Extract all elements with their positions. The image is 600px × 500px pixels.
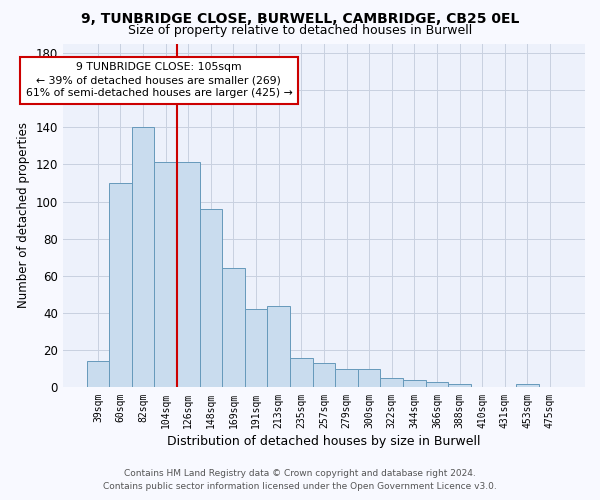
Bar — [154, 162, 177, 388]
Bar — [313, 364, 335, 388]
Bar — [358, 369, 380, 388]
Bar — [516, 384, 539, 388]
Text: Contains HM Land Registry data © Crown copyright and database right 2024.
Contai: Contains HM Land Registry data © Crown c… — [103, 470, 497, 491]
Text: 9 TUNBRIDGE CLOSE: 105sqm
← 39% of detached houses are smaller (269)
61% of semi: 9 TUNBRIDGE CLOSE: 105sqm ← 39% of detac… — [26, 62, 292, 98]
Bar — [448, 384, 471, 388]
Bar — [425, 382, 448, 388]
Bar — [245, 310, 268, 388]
Bar — [109, 183, 132, 388]
Bar — [335, 369, 358, 388]
Bar — [177, 162, 200, 388]
Y-axis label: Number of detached properties: Number of detached properties — [17, 122, 30, 308]
Bar — [86, 362, 109, 388]
Bar — [132, 127, 154, 388]
Bar — [222, 268, 245, 388]
X-axis label: Distribution of detached houses by size in Burwell: Distribution of detached houses by size … — [167, 434, 481, 448]
Bar — [268, 306, 290, 388]
Bar — [290, 358, 313, 388]
Text: Size of property relative to detached houses in Burwell: Size of property relative to detached ho… — [128, 24, 472, 37]
Text: 9, TUNBRIDGE CLOSE, BURWELL, CAMBRIDGE, CB25 0EL: 9, TUNBRIDGE CLOSE, BURWELL, CAMBRIDGE, … — [81, 12, 519, 26]
Bar — [200, 209, 222, 388]
Bar — [380, 378, 403, 388]
Bar — [403, 380, 425, 388]
